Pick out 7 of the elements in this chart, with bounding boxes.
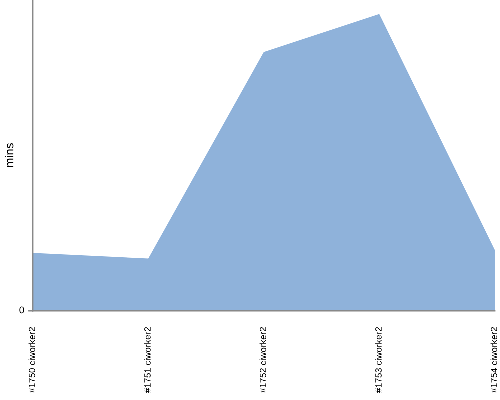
x-tick-label: #1754 ciworker2 [490,327,498,394]
x-tick-label: #1751 ciworker2 [144,327,151,394]
x-tick-label: #1752 ciworker2 [260,327,266,394]
y-axis-title: mins [4,143,14,168]
x-tick-label: #1753 ciworker2 [375,327,382,394]
x-tick-label: #1750 ciworker2 [28,327,36,394]
text: 0 [20,306,24,314]
